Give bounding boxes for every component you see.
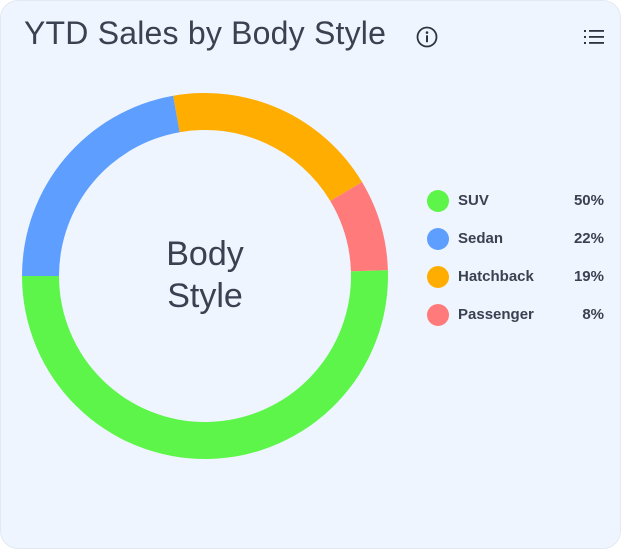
donut-slice-passenger[interactable]: [330, 181, 388, 272]
legend-label: Sedan: [458, 230, 504, 247]
legend-value: 22%: [573, 230, 604, 247]
center-label-line2: Style: [167, 277, 243, 315]
legend-item-sedan[interactable]: Sedan 22%: [427, 225, 607, 263]
legend-value: 8%: [582, 306, 604, 323]
info-icon[interactable]: [416, 26, 438, 48]
center-label-line1: Body: [166, 235, 244, 273]
card-title: YTD Sales by Body Style: [24, 15, 387, 51]
donut-center-label: Body Style: [105, 233, 305, 317]
legend-label: Passenger: [458, 306, 534, 323]
donut-slice-sedan[interactable]: [22, 95, 180, 276]
legend-label: SUV: [458, 192, 489, 209]
legend-swatch: [427, 304, 449, 326]
legend-item-suv[interactable]: SUV 50%: [427, 187, 607, 225]
donut-chart: [22, 93, 388, 459]
legend-swatch: [427, 190, 449, 212]
legend-label: Hatchback: [458, 268, 534, 285]
chart-legend: SUV 50% Sedan 22% Hatchback 19% Passenger 8%: [427, 187, 607, 339]
donut-slice-suv[interactable]: [22, 270, 388, 459]
legend-value: 50%: [573, 192, 604, 209]
donut-slice-hatchback[interactable]: [173, 93, 363, 202]
legend-value: 19%: [573, 268, 604, 285]
legend-item-passenger[interactable]: Passenger 8%: [427, 301, 607, 339]
legend-swatch: [427, 266, 449, 288]
legend-item-hatchback[interactable]: Hatchback 19%: [427, 263, 607, 301]
legend-swatch: [427, 228, 449, 250]
list-menu-icon[interactable]: [583, 28, 605, 46]
